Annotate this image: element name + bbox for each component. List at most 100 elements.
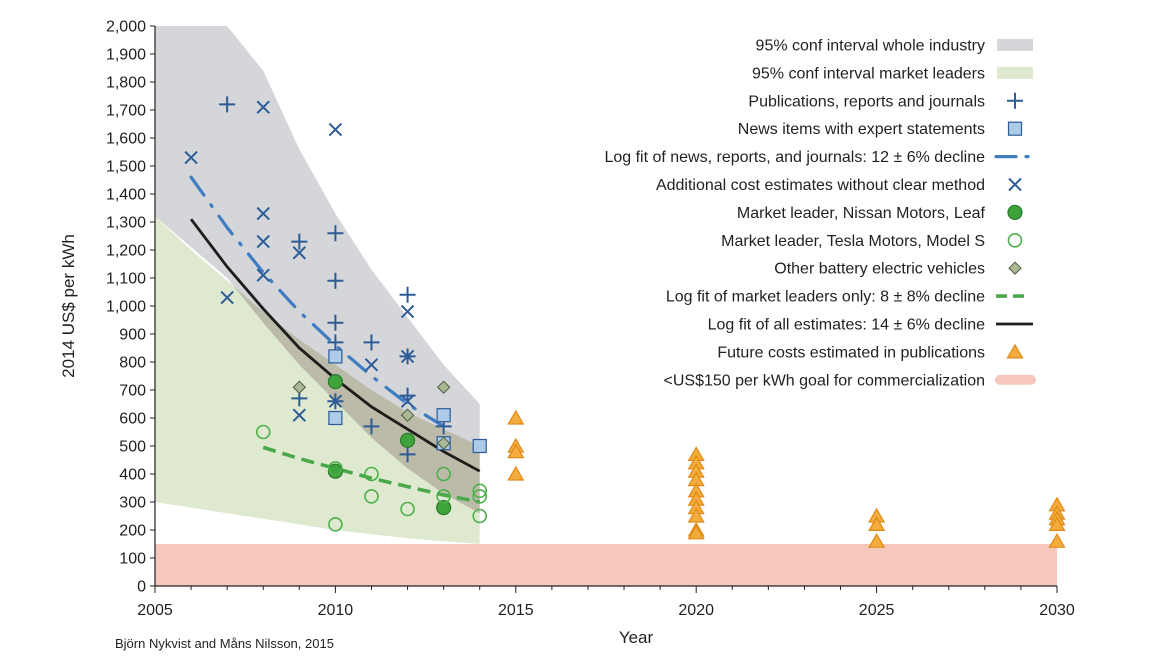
legend: 95% conf interval whole industry 95% conf… [604, 38, 1036, 389]
legend-label: 95% conf interval market leaders [752, 65, 985, 82]
point-filled-circle [327, 463, 343, 479]
fit-line-dash-dot [189, 175, 446, 428]
triangle-mark [687, 524, 705, 540]
confidence-bands [155, 26, 1057, 586]
goal-band [155, 544, 1057, 586]
plus-mark [327, 314, 344, 331]
point-filled-circle [436, 500, 452, 516]
triangle-mark [507, 409, 525, 425]
triangle-mark [507, 465, 525, 481]
point-x [256, 100, 270, 114]
x-mark [256, 234, 270, 249]
y-tick-label: 1,900 [106, 47, 146, 64]
plus-mark [363, 334, 380, 351]
point-triangle [1048, 516, 1066, 532]
legend-key-band [997, 66, 1033, 79]
y-tick-label: 900 [119, 327, 146, 344]
point-x [400, 304, 415, 319]
point-x [328, 394, 343, 408]
y-tick-label: 800 [119, 355, 146, 372]
y-tick-label: 400 [119, 467, 146, 484]
point-open-circle [400, 501, 415, 517]
legend-label: Market leader, Tesla Motors, Model S [721, 233, 985, 250]
filled-circle-mark [436, 500, 452, 516]
legend-label: <US$150 per kWh goal for commercializati… [664, 372, 985, 389]
point-plus [219, 96, 236, 113]
legend-item: Other battery electric vehicles [774, 261, 1022, 278]
x-mark [400, 304, 415, 319]
legend-item: Log fit of news, reports, and journals: … [604, 149, 1030, 166]
y-tick-label: 700 [119, 383, 146, 400]
point-x [328, 122, 343, 137]
credit-text: Björn Nykvist and Måns Nilsson, 2015 [115, 636, 334, 651]
plus-mark [327, 334, 344, 351]
plus-mark [327, 272, 344, 289]
y-tick-label: 600 [119, 411, 146, 428]
open-circle-mark [364, 489, 379, 504]
x-tick-label: 2020 [678, 602, 714, 619]
point-open-circle [328, 461, 343, 476]
open-circle-mark [472, 489, 488, 504]
filled-circle-mark [327, 374, 343, 390]
legend-label: News items with expert statements [738, 121, 985, 138]
y-tick-label: 300 [119, 495, 146, 512]
fit-line-dashed [262, 445, 481, 504]
legend-label: Log fit of market leaders only: 8 ± 8% d… [666, 289, 985, 306]
open-circle-mark [436, 489, 451, 504]
x-mark [256, 206, 270, 221]
legend-key-square [1007, 121, 1023, 136]
point-open-circle [472, 483, 488, 499]
diamond-mark [436, 436, 451, 450]
point-plus [363, 334, 380, 351]
point-triangle [507, 465, 525, 481]
y-tick-label: 200 [119, 523, 146, 540]
point-filled-circle [327, 374, 343, 390]
y-tick-label: 1,300 [106, 215, 146, 232]
point-open-circle [364, 489, 379, 504]
legend-key-x [1008, 177, 1022, 192]
point-square [472, 438, 487, 454]
legend-item: News items with expert statements [738, 121, 1023, 138]
square-mark [436, 408, 451, 423]
legend-item: Log fit of market leaders only: 8 ± 8% d… [666, 289, 1030, 306]
x-mark [256, 268, 270, 282]
diamond-mark [1008, 261, 1022, 275]
x-mark [328, 394, 343, 408]
legend-key-plus [1007, 92, 1023, 109]
point-open-circle [364, 466, 379, 482]
point-plus [291, 233, 308, 250]
plus-mark [363, 418, 380, 435]
open-circle-mark [328, 517, 343, 532]
point-plus [327, 272, 344, 289]
x-mark [184, 150, 198, 165]
legend-label: Additional cost estimates without clear … [656, 177, 985, 194]
point-plus [399, 446, 416, 463]
legend-item: Additional cost estimates without clear … [656, 177, 1022, 194]
y-tick-label: 1,600 [106, 131, 146, 148]
open-circle-mark [400, 501, 415, 517]
legend-item: Publications, reports and journals [748, 92, 1023, 110]
triangle-mark [507, 443, 525, 459]
point-x [256, 206, 270, 221]
point-open-circle [328, 517, 343, 532]
point-diamond [436, 380, 451, 394]
x-mark [364, 358, 379, 372]
open-circle-mark [472, 483, 488, 499]
legend-key-filled-circle [1007, 204, 1023, 220]
y-tick-label: 1,700 [106, 103, 146, 120]
legend-key-band [995, 374, 1036, 385]
point-diamond [400, 408, 415, 422]
point-filled-circle [399, 432, 416, 448]
plus-mark [1007, 92, 1023, 109]
point-open-circle [472, 489, 488, 504]
triangle-mark [1048, 516, 1066, 532]
point-x [400, 394, 415, 408]
point-x [400, 349, 415, 364]
point-triangle [868, 532, 886, 548]
square-mark [328, 410, 343, 426]
x-mark [220, 290, 234, 305]
y-tick-label: 100 [119, 551, 146, 568]
point-x [292, 408, 307, 422]
open-circle-mark [364, 466, 379, 482]
